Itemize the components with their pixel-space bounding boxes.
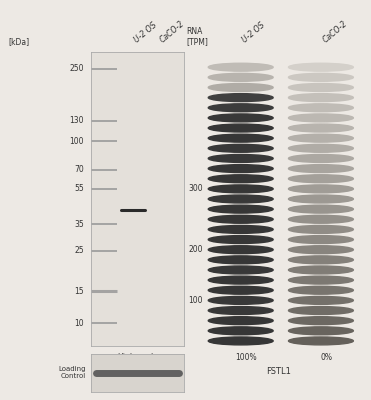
Ellipse shape xyxy=(208,266,273,274)
Ellipse shape xyxy=(289,337,353,345)
Text: 130: 130 xyxy=(69,116,84,125)
Text: 10: 10 xyxy=(74,319,84,328)
Text: 100%: 100% xyxy=(235,353,257,362)
Ellipse shape xyxy=(289,94,353,102)
Text: 35: 35 xyxy=(74,220,84,229)
Ellipse shape xyxy=(289,215,353,223)
Ellipse shape xyxy=(289,246,353,254)
Ellipse shape xyxy=(208,114,273,122)
Text: 55: 55 xyxy=(74,184,84,193)
Text: High: High xyxy=(117,353,135,362)
Ellipse shape xyxy=(289,165,353,172)
Ellipse shape xyxy=(289,266,353,274)
Ellipse shape xyxy=(289,175,353,183)
Text: 25: 25 xyxy=(74,246,84,255)
Ellipse shape xyxy=(289,73,353,81)
Text: Low: Low xyxy=(150,353,165,362)
Text: Loading
Control: Loading Control xyxy=(59,366,86,380)
Text: FSTL1: FSTL1 xyxy=(266,366,291,376)
Text: CaCO-2: CaCO-2 xyxy=(321,19,349,45)
Ellipse shape xyxy=(208,165,273,172)
Ellipse shape xyxy=(208,104,273,112)
Ellipse shape xyxy=(289,286,353,294)
Text: 200: 200 xyxy=(189,245,203,254)
Ellipse shape xyxy=(208,73,273,81)
Ellipse shape xyxy=(208,306,273,314)
Ellipse shape xyxy=(208,327,273,335)
Text: 15: 15 xyxy=(74,287,84,296)
Ellipse shape xyxy=(208,195,273,203)
Ellipse shape xyxy=(289,236,353,244)
Ellipse shape xyxy=(289,134,353,142)
Ellipse shape xyxy=(208,175,273,183)
Ellipse shape xyxy=(208,134,273,142)
Ellipse shape xyxy=(289,276,353,284)
Ellipse shape xyxy=(289,63,353,71)
Ellipse shape xyxy=(208,246,273,254)
Ellipse shape xyxy=(208,154,273,162)
Ellipse shape xyxy=(208,144,273,152)
Ellipse shape xyxy=(289,226,353,233)
Ellipse shape xyxy=(208,124,273,132)
Ellipse shape xyxy=(208,337,273,345)
Ellipse shape xyxy=(289,195,353,203)
Ellipse shape xyxy=(208,317,273,325)
Text: U-2 OS: U-2 OS xyxy=(133,21,159,45)
Ellipse shape xyxy=(208,296,273,304)
Ellipse shape xyxy=(208,63,273,71)
Ellipse shape xyxy=(208,276,273,284)
Ellipse shape xyxy=(289,144,353,152)
Ellipse shape xyxy=(289,154,353,162)
Ellipse shape xyxy=(289,104,353,112)
Ellipse shape xyxy=(208,256,273,264)
Ellipse shape xyxy=(208,84,273,92)
Ellipse shape xyxy=(289,306,353,314)
Ellipse shape xyxy=(208,185,273,193)
Text: U-2 OS: U-2 OS xyxy=(241,21,267,45)
Ellipse shape xyxy=(289,124,353,132)
Text: 0%: 0% xyxy=(320,353,332,362)
Ellipse shape xyxy=(289,205,353,213)
Ellipse shape xyxy=(208,94,273,102)
Text: 300: 300 xyxy=(188,184,203,193)
Text: 70: 70 xyxy=(74,165,84,174)
Text: 100: 100 xyxy=(189,296,203,305)
Ellipse shape xyxy=(289,327,353,335)
Ellipse shape xyxy=(289,185,353,193)
Text: 100: 100 xyxy=(69,137,84,146)
Ellipse shape xyxy=(289,296,353,304)
Text: CaCO-2: CaCO-2 xyxy=(158,19,186,45)
Text: [kDa]: [kDa] xyxy=(8,37,29,46)
Ellipse shape xyxy=(289,317,353,325)
Ellipse shape xyxy=(289,114,353,122)
Text: 250: 250 xyxy=(69,64,84,74)
Ellipse shape xyxy=(208,215,273,223)
Ellipse shape xyxy=(208,286,273,294)
Ellipse shape xyxy=(208,205,273,213)
Ellipse shape xyxy=(208,236,273,244)
Ellipse shape xyxy=(289,84,353,92)
Ellipse shape xyxy=(289,256,353,264)
Text: RNA
[TPM]: RNA [TPM] xyxy=(186,27,208,46)
Ellipse shape xyxy=(208,226,273,233)
